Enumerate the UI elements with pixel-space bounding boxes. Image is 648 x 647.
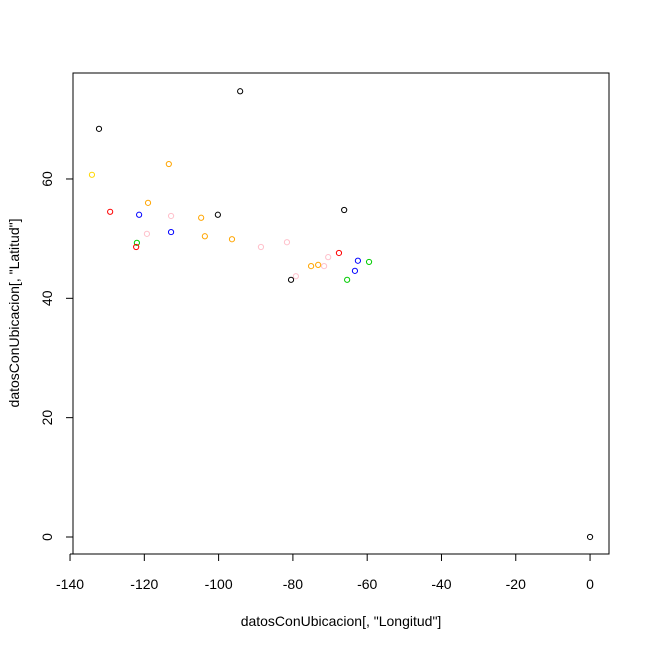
x-tick-label: -120 — [130, 576, 158, 592]
point — [335, 249, 343, 257]
point — [201, 233, 208, 240]
y-tick-label: 20 — [39, 410, 55, 426]
point — [133, 243, 140, 251]
point — [365, 258, 373, 266]
point — [320, 262, 328, 270]
point — [88, 171, 96, 178]
point — [198, 214, 205, 221]
point — [325, 254, 332, 261]
point — [133, 239, 140, 246]
point — [307, 262, 315, 270]
point — [287, 276, 295, 283]
x-tick-label: -20 — [506, 576, 526, 592]
y-tick-label: 0 — [39, 533, 55, 541]
point — [315, 261, 322, 268]
x-tick-label: 0 — [586, 576, 594, 592]
point — [143, 230, 151, 237]
point — [292, 273, 299, 280]
point — [107, 208, 114, 215]
point — [167, 228, 175, 236]
x-tick-label: -80 — [283, 576, 303, 592]
point — [354, 257, 362, 264]
point — [237, 88, 244, 95]
point — [344, 276, 351, 283]
y-tick-label: 60 — [39, 171, 55, 187]
x-tick-label: -100 — [205, 576, 233, 592]
x-axis-label: datosConUbicacion[, "Longitud"] — [241, 613, 442, 629]
x-tick-label: -140 — [56, 576, 84, 592]
x-tick-label: -40 — [431, 576, 451, 592]
point — [95, 125, 103, 132]
point — [167, 212, 175, 220]
point — [351, 267, 359, 274]
point — [257, 243, 265, 251]
point — [341, 206, 348, 214]
y-axis-label: datosConUbicacion[, "Latitud"] — [6, 219, 22, 408]
point — [283, 239, 291, 246]
point — [214, 211, 221, 218]
y-tick-label: 40 — [39, 290, 55, 306]
point — [165, 160, 172, 168]
plot-box — [72, 72, 610, 555]
point — [228, 236, 236, 243]
x-tick-label: -60 — [357, 576, 377, 592]
point — [144, 199, 152, 206]
point — [136, 211, 143, 218]
point — [586, 533, 594, 541]
